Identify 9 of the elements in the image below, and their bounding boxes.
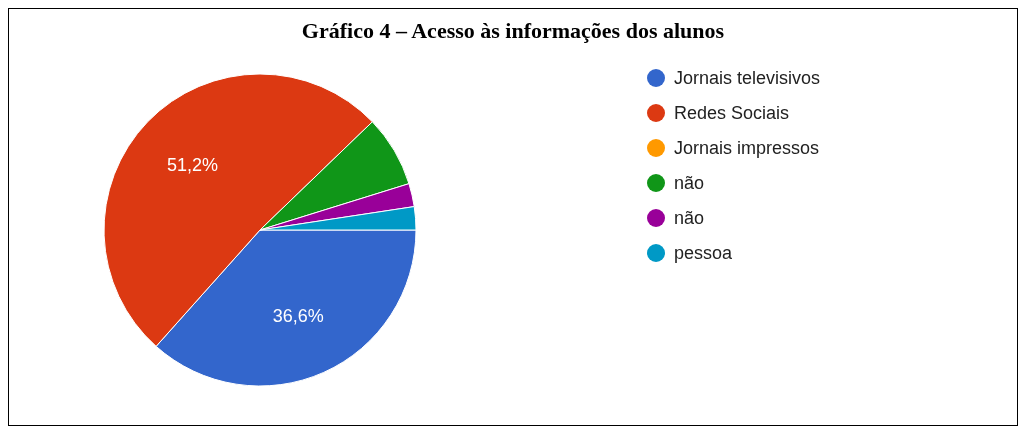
legend-label: não <box>674 173 705 194</box>
legend-label: Redes Sociais <box>674 103 790 124</box>
legend-label: Jornais impressos <box>674 138 820 159</box>
data-label: 36,6% <box>272 305 324 326</box>
legend-label: pessoa <box>674 243 734 264</box>
legend-label: não <box>674 208 705 229</box>
legend-label: Jornais televisivos <box>674 68 821 89</box>
chart-title: Gráfico 4 – Acesso às informações dos alunos <box>301 18 725 43</box>
data-label: 51,2% <box>167 155 219 176</box>
